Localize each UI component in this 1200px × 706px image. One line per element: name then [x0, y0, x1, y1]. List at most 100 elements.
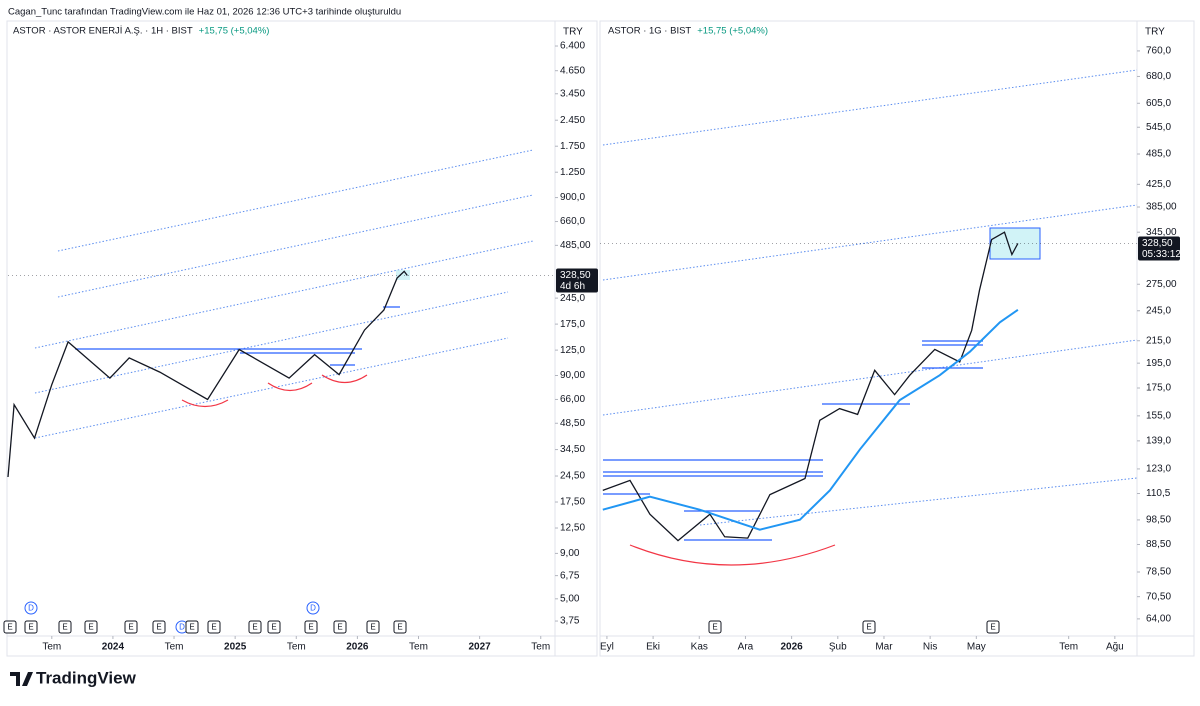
- y-tick-label: 680,0: [1146, 71, 1171, 82]
- earnings-marker: [333, 620, 347, 634]
- header: Cagan_Tunc tarafından TradingView.com il…: [8, 7, 401, 18]
- y-tick-label: 605,0: [1146, 98, 1171, 109]
- y-tick-label: 3.450: [560, 88, 585, 99]
- earnings-marker: [304, 620, 318, 634]
- x-tick-label: Kas: [691, 642, 708, 653]
- y-tick-label: 90,00: [560, 370, 585, 381]
- y-tick-label: 17,50: [560, 497, 585, 508]
- event-label: E: [990, 623, 995, 632]
- event-label: E: [370, 623, 375, 632]
- event-label: D: [310, 604, 316, 613]
- logo-text: TradingView: [36, 668, 137, 687]
- left-panel: [6, 20, 598, 657]
- event-label: E: [271, 623, 276, 632]
- x-tick-label: Tem: [165, 642, 184, 653]
- event-label: E: [337, 623, 342, 632]
- y-tick-label: 155,0: [1146, 410, 1171, 421]
- event-label: E: [189, 623, 194, 632]
- y-tick-label: 195,0: [1146, 358, 1171, 369]
- event-label: E: [712, 623, 717, 632]
- right-panel: [599, 20, 1195, 657]
- x-tick-label: Ağu: [1106, 642, 1124, 653]
- y-tick-label: 139,0: [1146, 435, 1171, 446]
- price-change: +15,75 (+5,04%): [697, 26, 768, 37]
- y-tick-label: 64,00: [1146, 614, 1171, 625]
- earnings-marker: [267, 620, 281, 634]
- earnings-marker: [708, 620, 722, 634]
- event-label: E: [866, 623, 871, 632]
- x-tick-label: Eyl: [600, 642, 614, 653]
- price-line: [602, 308, 1019, 531]
- y-tick-label: 6.400: [560, 41, 585, 52]
- countdown: 05:33:12: [1142, 249, 1181, 260]
- currency: TRY: [1145, 27, 1165, 38]
- y-tick-label: 88,50: [1146, 539, 1171, 550]
- y-tick-label: 245,0: [560, 293, 585, 304]
- y-tick-label: 660,0: [560, 216, 585, 227]
- x-tick-label: 2025: [224, 642, 247, 653]
- y-tick-label: 123,0: [1146, 464, 1171, 475]
- countdown: 4d 6h: [560, 281, 585, 292]
- y-tick-label: 98,50: [1146, 515, 1171, 526]
- x-tick-label: 2024: [102, 642, 125, 653]
- x-tick-label: Mar: [875, 642, 893, 653]
- event-label: E: [62, 623, 67, 632]
- channel-lines: [34, 69, 1138, 526]
- event-label: E: [88, 623, 93, 632]
- price-line: [7, 270, 408, 478]
- x-tick-label: 2027: [468, 642, 491, 653]
- logo-mark: [10, 672, 33, 686]
- y-tick-label: 385,00: [1146, 202, 1177, 213]
- currency: TRY: [563, 27, 583, 38]
- y-tick-label: 760,0: [1146, 46, 1171, 57]
- dividend-marker: [24, 601, 38, 615]
- earnings-marker: [393, 620, 407, 634]
- event-label: D: [179, 623, 185, 632]
- x-tick-label: Şub: [829, 642, 847, 653]
- event-label: E: [211, 623, 216, 632]
- y-tick-label: 1.750: [560, 141, 585, 152]
- event-label: E: [397, 623, 402, 632]
- y-tick-label: 215,0: [1146, 335, 1171, 346]
- y-tick-label: 275,00: [1146, 279, 1177, 290]
- event-label: D: [28, 604, 34, 613]
- x-tick-label: Tem: [409, 642, 428, 653]
- earnings-marker: [84, 620, 98, 634]
- y-tick-label: 12,50: [560, 523, 585, 534]
- y-tick-label: 425,0: [1146, 179, 1171, 190]
- y-tick-label: 78,50: [1146, 567, 1171, 578]
- last-price-label: 328,50: [1142, 238, 1173, 249]
- y-tick-label: 5,00: [560, 593, 580, 604]
- x-tick-label: Tem: [42, 642, 61, 653]
- last-price-box: [556, 268, 598, 293]
- range-box: [396, 270, 410, 280]
- y-tick-label: 1.250: [560, 167, 585, 178]
- x-tick-label: 2026: [346, 642, 369, 653]
- y-tick-label: 66,00: [560, 394, 585, 405]
- arc-drawings: [181, 374, 836, 566]
- y-tick-label: 48,50: [560, 418, 585, 429]
- earnings-marker: [152, 620, 166, 634]
- x-tick-label: Tem: [1059, 642, 1078, 653]
- event-label: E: [308, 623, 313, 632]
- earnings-marker: [862, 620, 876, 634]
- y-tick-label: 485,0: [1146, 149, 1171, 160]
- y-tick-label: 70,50: [1146, 591, 1171, 602]
- y-tick-label: 900,0: [560, 192, 585, 203]
- earnings-marker: [24, 620, 38, 634]
- x-tick-label: Tem: [531, 642, 550, 653]
- x-tick-label: Nis: [923, 642, 937, 653]
- x-tick-label: Tem: [287, 642, 306, 653]
- x-tick-label: Ara: [738, 642, 754, 653]
- y-tick-label: 6,75: [560, 570, 580, 581]
- event-label: E: [156, 623, 161, 632]
- y-tick-label: 24,50: [560, 471, 585, 482]
- range-box: [989, 227, 1041, 260]
- dividend-marker: [306, 601, 320, 615]
- y-tick-label: 9,00: [560, 548, 580, 559]
- x-tick-label: 2026: [780, 642, 803, 653]
- last-price-box: [1138, 236, 1180, 261]
- price-change: +15,75 (+5,04%): [199, 26, 270, 37]
- level-lines: [75, 306, 983, 541]
- y-tick-label: 3,75: [560, 616, 580, 627]
